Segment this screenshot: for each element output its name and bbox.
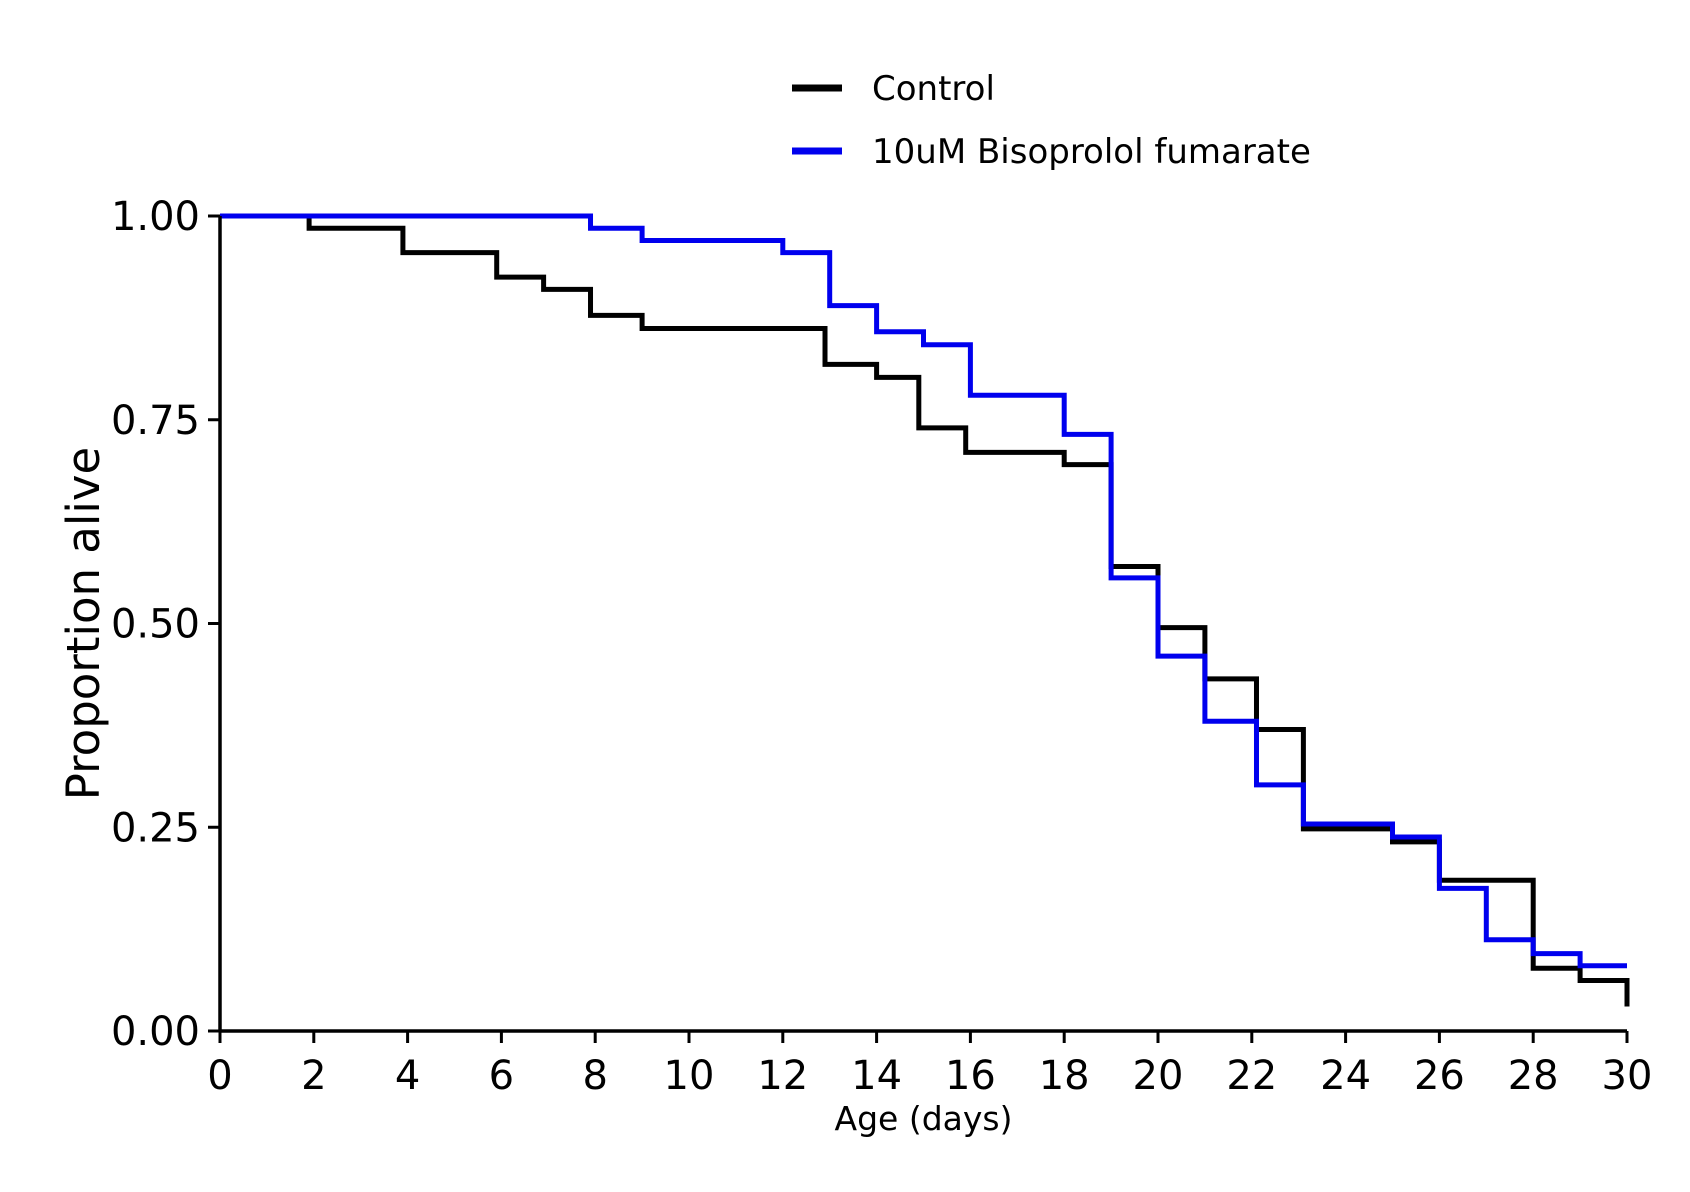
x-tick-label: 26 xyxy=(1414,1053,1465,1099)
x-tick-label: 12 xyxy=(757,1053,808,1099)
x-tick-label: 0 xyxy=(207,1053,232,1099)
x-tick-label: 8 xyxy=(582,1053,607,1099)
y-tick-label: 0.25 xyxy=(111,805,200,851)
x-tick-label: 16 xyxy=(945,1053,996,1099)
x-tick-label: 18 xyxy=(1039,1053,1090,1099)
x-tick-label: 10 xyxy=(664,1053,715,1099)
x-tick-label: 24 xyxy=(1320,1053,1371,1099)
series-layer xyxy=(220,213,1630,1007)
x-tick-label: 30 xyxy=(1602,1053,1653,1099)
series-line-bisoprolol xyxy=(220,213,1627,969)
y-tick-label: 1.00 xyxy=(111,194,200,240)
legend-label: 10uM Bisoprolol fumarate xyxy=(872,132,1311,172)
x-tick-label: 14 xyxy=(851,1053,902,1099)
x-tick-label: 4 xyxy=(395,1053,420,1099)
y-axis-title: Proportion alive xyxy=(57,447,110,800)
legend-label: Control xyxy=(872,69,995,109)
x-tick-label: 6 xyxy=(489,1053,514,1099)
y-tick-label: 0.75 xyxy=(111,398,200,444)
x-tick-label: 20 xyxy=(1133,1053,1184,1099)
y-tick-label: 0.00 xyxy=(111,1009,200,1055)
x-ticks: 0 2 4 6 8 10 12 14 16 18 20 22 24 26 28 30 xyxy=(207,1031,1652,1099)
y-ticks: 0.00 0.25 0.50 0.75 1.00 xyxy=(111,194,220,1055)
y-tick-label: 0.50 xyxy=(111,602,200,648)
legend: Control 10uM Bisoprolol fumarate xyxy=(792,69,1311,172)
x-axis-title: Age (days) xyxy=(835,1099,1013,1138)
x-tick-label: 2 xyxy=(301,1053,326,1099)
x-tick-label: 22 xyxy=(1226,1053,1277,1099)
x-tick-label: 28 xyxy=(1508,1053,1559,1099)
